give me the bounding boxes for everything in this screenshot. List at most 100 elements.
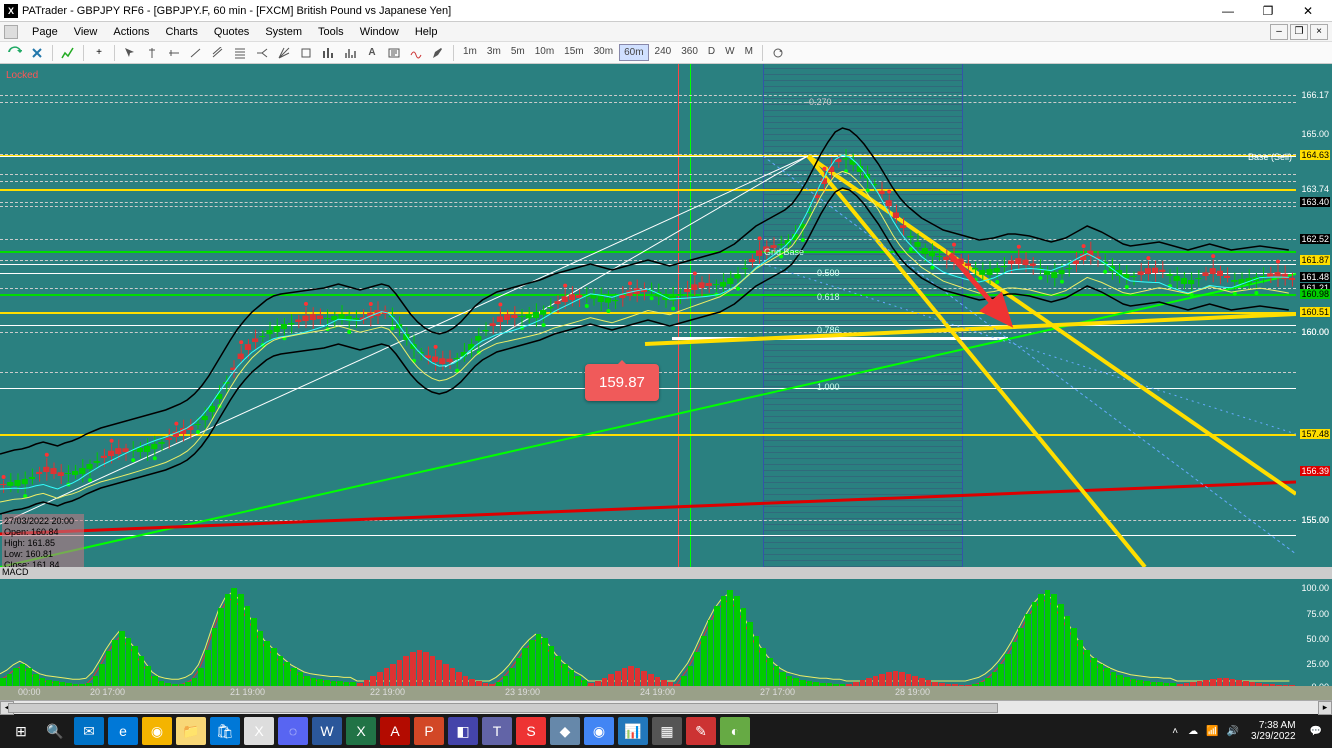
timeframe-3m[interactable]: 3m [483, 44, 505, 61]
menu-actions[interactable]: Actions [105, 24, 157, 40]
menu-system[interactable]: System [257, 24, 310, 40]
timeframe-30m[interactable]: 30m [590, 44, 617, 61]
taskbar-edge-icon[interactable]: e [108, 717, 138, 745]
taskbar-app5-icon[interactable]: ✎ [686, 717, 716, 745]
timeframe-W[interactable]: W [721, 44, 738, 61]
hline [0, 260, 1296, 261]
taskbar-word-icon[interactable]: W [312, 717, 342, 745]
notes-tool-icon[interactable] [385, 44, 403, 62]
fork-tool-icon[interactable] [253, 44, 271, 62]
taskbar-teams-icon[interactable]: T [482, 717, 512, 745]
mdi-close[interactable]: × [1310, 24, 1328, 40]
timeframe-60m[interactable]: 60m [619, 44, 648, 61]
macd-panel[interactable] [0, 579, 1296, 686]
chart-hscroll[interactable]: ◂ ▸ [0, 700, 1332, 714]
menu-help[interactable]: Help [407, 24, 446, 40]
bars-tool-icon[interactable] [319, 44, 337, 62]
refresh-icon[interactable] [769, 44, 787, 62]
minimize-button[interactable]: — [1208, 0, 1248, 22]
timeframe-5m[interactable]: 5m [507, 44, 529, 61]
macd-bar [430, 656, 436, 686]
tray-cloud-icon[interactable]: ☁ [1184, 726, 1202, 737]
taskbar-start-icon[interactable]: ⊞ [6, 717, 36, 745]
taskbar-outlook-icon[interactable]: ✉ [74, 717, 104, 745]
menu-tools[interactable]: Tools [310, 24, 352, 40]
timeframe-240[interactable]: 240 [651, 44, 676, 61]
hline-tool-icon[interactable] [165, 44, 183, 62]
close-button[interactable]: ✕ [1288, 0, 1328, 22]
taskbar-chrome2-icon[interactable]: ◉ [584, 717, 614, 745]
chart-main-pane[interactable]: Locked -0.270Base (Sell) [0, 64, 1296, 567]
scroll-right-arrow[interactable]: ▸ [1318, 701, 1332, 715]
menu-charts[interactable]: Charts [157, 24, 205, 40]
scroll-thumb[interactable] [8, 703, 998, 713]
macd-bar [893, 671, 899, 686]
taskbar-explorer-icon[interactable]: 📁 [176, 717, 206, 745]
macd-bar [106, 651, 112, 686]
macd-bar [562, 664, 568, 686]
fib-label: 0.500 [817, 268, 840, 278]
pencil-tool-icon[interactable] [429, 44, 447, 62]
timeframe-1m[interactable]: 1m [459, 44, 481, 61]
fib-tool-icon[interactable] [231, 44, 249, 62]
cursor-icon[interactable] [121, 44, 139, 62]
menu-view[interactable]: View [66, 24, 106, 40]
taskbar-app6-icon[interactable]: ◐ [720, 717, 750, 745]
macd-bar [212, 628, 218, 686]
taskbar-calc-icon[interactable]: ▦ [652, 717, 682, 745]
hline [0, 189, 1296, 191]
system-tray[interactable]: ˄ ☁ 📶 🔊 7:38 AM 3/29/2022 💬 [1166, 720, 1328, 742]
taskbar-app2-icon[interactable]: S [516, 717, 546, 745]
taskbar-discord-icon[interactable]: ◌ [278, 717, 308, 745]
taskbar-excel-icon[interactable]: X [346, 717, 376, 745]
gann-tool-icon[interactable] [275, 44, 293, 62]
macd-bar [469, 679, 475, 686]
maximize-button[interactable]: ❐ [1248, 0, 1288, 22]
timeframe-D[interactable]: D [704, 44, 719, 61]
timeframe-15m[interactable]: 15m [560, 44, 587, 61]
text-tool-icon[interactable]: A [363, 44, 381, 62]
chart-area[interactable]: Locked -0.270Base (Sell) [0, 64, 1332, 680]
mdi-minimize[interactable]: – [1270, 24, 1288, 40]
add-icon[interactable]: + [90, 44, 108, 62]
macd-bar [516, 658, 522, 686]
macd-bar [317, 679, 323, 686]
macd-bar [139, 656, 145, 686]
shape-tool-icon[interactable] [297, 44, 315, 62]
menu-page[interactable]: Page [24, 24, 66, 40]
sync-icon[interactable] [6, 44, 24, 62]
tray-notifications-icon[interactable]: 💬 [1304, 726, 1328, 737]
tray-up-icon[interactable]: ˄ [1166, 726, 1184, 737]
taskbar-app3-icon[interactable]: ◆ [550, 717, 580, 745]
taskbar-app1-icon[interactable]: ◧ [448, 717, 478, 745]
menu-window[interactable]: Window [352, 24, 407, 40]
menu-quotes[interactable]: Quotes [206, 24, 257, 40]
timeframe-10m[interactable]: 10m [531, 44, 558, 61]
taskbar-chrome-icon[interactable]: ◉ [142, 717, 172, 745]
timeframe-M[interactable]: M [741, 44, 757, 61]
trend-tool-icon[interactable] [187, 44, 205, 62]
mdi-restore[interactable]: ❐ [1290, 24, 1308, 40]
channel-tool-icon[interactable] [209, 44, 227, 62]
time-tick: 22 19:00 [370, 687, 405, 697]
price-tick: 160.00 [1300, 327, 1330, 337]
indicator-tool-icon[interactable] [407, 44, 425, 62]
taskbar-pdf-icon[interactable]: A [380, 717, 410, 745]
taskbar-app4-icon[interactable]: 📊 [618, 717, 648, 745]
taskbar-powerpoint-icon[interactable]: P [414, 717, 444, 745]
taskbar-clock[interactable]: 7:38 AM 3/29/2022 [1243, 720, 1304, 742]
hline [672, 337, 1008, 340]
taskbar-search-icon[interactable]: 🔍 [40, 717, 70, 745]
macd-bar [1032, 602, 1038, 686]
macd-bar [919, 678, 925, 686]
taskbar-patrader-icon[interactable]: X [244, 717, 274, 745]
link-icon[interactable] [28, 44, 46, 62]
chart-type-icon[interactable] [59, 44, 77, 62]
bars2-tool-icon[interactable] [341, 44, 359, 62]
taskbar-store-icon[interactable]: 🛍 [210, 717, 240, 745]
tray-wifi-icon[interactable]: 📶 [1202, 726, 1222, 737]
vline-tool-icon[interactable] [143, 44, 161, 62]
timeframe-360[interactable]: 360 [677, 44, 702, 61]
tray-volume-icon[interactable]: 🔊 [1223, 726, 1243, 737]
macd-bar [1111, 672, 1117, 686]
